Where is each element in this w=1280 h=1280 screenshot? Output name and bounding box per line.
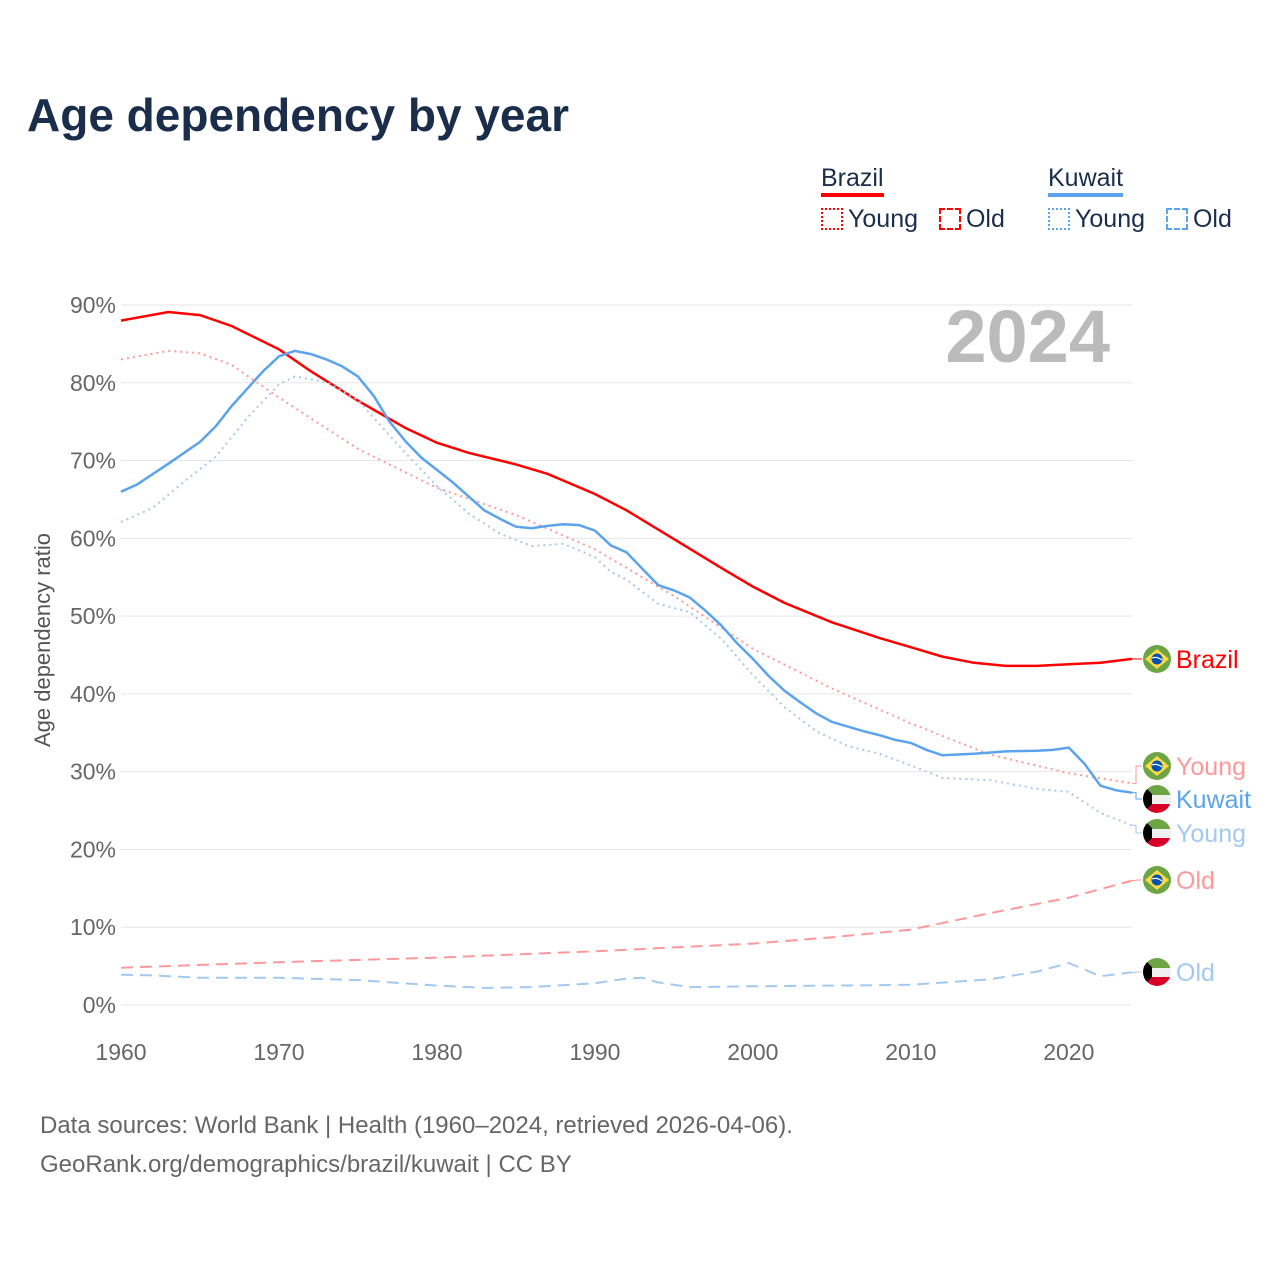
dotted-swatch-icon [821,208,843,230]
y-tick-label: 70% [70,448,116,474]
y-tick-label: 10% [70,914,116,940]
leader-line [1132,765,1142,784]
legend-brazil[interactable]: Brazil Young Old [821,163,1019,234]
series-line-kuwait[interactable] [120,349,1133,794]
end-label-kuwait-young: Young [1132,819,1246,848]
legend-brazil-label[interactable]: Brazil [821,163,884,197]
y-tick-label: 0% [83,992,116,1018]
kuwait-flag-icon [1143,958,1171,986]
footer: Data sources: World Bank | Health (1960–… [40,1106,793,1184]
legend-brazil-old[interactable]: Old [938,205,1005,233]
dashed-swatch-icon [1165,208,1188,230]
end-label-text: Kuwait [1176,786,1251,814]
end-label-brazil: Brazil [1132,645,1239,674]
end-label-brazil-young: Young [1132,752,1246,784]
legend-label: Young [1075,205,1145,233]
y-tick-label: 30% [70,759,116,785]
leader-line [1132,824,1142,834]
x-tick-label: 1970 [253,1039,304,1065]
end-label-text: Old [1176,867,1215,895]
source-link[interactable]: GeoRank.org/demographics/brazil/kuwait |… [40,1151,572,1178]
x-tick-label: 1980 [411,1039,462,1065]
end-label-text: Young [1176,753,1246,781]
kuwait-flag-icon [1143,785,1171,813]
y-axis-label: Age dependency ratio [30,533,55,747]
source-text: Data sources: World Bank | Health (1960–… [40,1112,793,1139]
dashed-swatch-icon [938,208,961,230]
y-tick-label: 80% [70,370,116,396]
legend-kuwait-old[interactable]: Old [1165,205,1232,233]
year-label: 2024 [945,295,1110,378]
x-tick-label: 1960 [95,1039,146,1065]
legend-label: Old [965,205,1005,233]
end-label-brazil-old: Old [1132,866,1215,895]
y-tick-label: 20% [70,836,116,862]
series-line-brazil-young[interactable] [120,349,1133,785]
series-line-kuwait-old[interactable] [120,961,1133,989]
dotted-swatch-icon [1048,208,1070,230]
brazil-flag-icon [1143,752,1171,780]
chart-title: Age dependency by year [27,89,569,141]
leader-line [1132,792,1142,800]
x-tick-label: 2010 [885,1039,936,1065]
x-tick-label: 1990 [569,1039,620,1065]
brazil-flag-icon [1143,866,1171,894]
legend-brazil-young[interactable]: Young [821,205,918,233]
legend-label: Young [848,205,918,233]
series-line-brazil-old[interactable] [120,879,1133,969]
x-tick-label: 2000 [727,1039,778,1065]
end-label-kuwait-old: Old [1132,958,1215,987]
x-tick-label: 2020 [1043,1039,1094,1065]
series-line-kuwait-young[interactable] [120,375,1133,827]
y-tick-label: 50% [70,603,116,629]
leader-line [1132,879,1142,882]
end-label-kuwait: Kuwait [1132,785,1251,814]
brazil-flag-icon [1143,645,1171,673]
end-label-text: Old [1176,959,1215,987]
series-line-brazil[interactable] [120,310,1133,668]
end-label-text: Brazil [1176,646,1239,674]
y-tick-label: 90% [70,292,116,318]
end-label-text: Young [1176,820,1246,848]
kuwait-flag-icon [1143,819,1171,847]
legend-kuwait[interactable]: Kuwait Young Old [1048,163,1246,234]
legend-kuwait-young[interactable]: Young [1048,205,1145,233]
y-tick-label: 60% [70,525,116,551]
legend-label: Old [1192,205,1232,233]
y-tick-label: 40% [70,681,116,707]
legend-kuwait-label[interactable]: Kuwait [1048,163,1124,197]
